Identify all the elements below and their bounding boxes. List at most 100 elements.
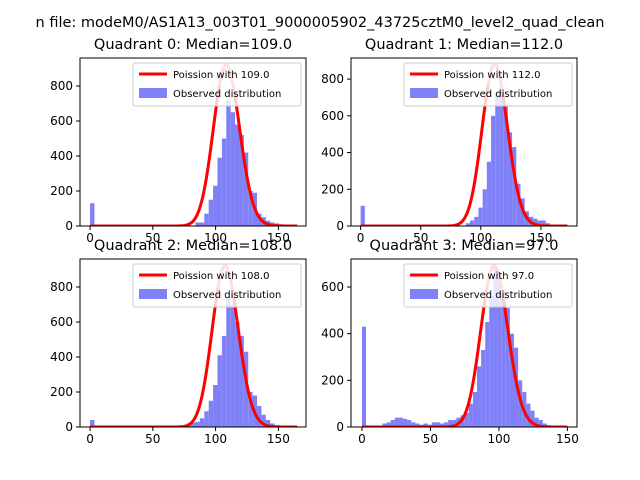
histogram-bar xyxy=(530,410,535,427)
y-tick-label: 400 xyxy=(321,146,344,160)
histogram-bar xyxy=(398,417,404,427)
histogram-bar xyxy=(248,392,253,427)
legend-label-poisson: Poission with 97.0 xyxy=(444,271,534,282)
histogram-bar xyxy=(213,385,218,427)
quadrant-title: Quadrant 1: Median=112.0 xyxy=(365,37,563,53)
histogram-bar xyxy=(516,183,521,226)
histogram-bar xyxy=(538,420,543,427)
legend-label-poisson: Poission with 108.0 xyxy=(173,271,269,282)
histogram-bar xyxy=(481,350,486,427)
legend-label-observed: Observed distribution xyxy=(444,89,552,100)
y-tick-label: 600 xyxy=(321,280,344,294)
legend-label-observed: Observed distribution xyxy=(173,290,281,301)
histogram-bar xyxy=(477,366,482,427)
histogram-bar xyxy=(261,414,266,427)
y-tick-label: 200 xyxy=(50,385,73,399)
legend-bar-swatch xyxy=(139,88,167,98)
y-tick-label: 600 xyxy=(50,315,73,329)
histogram-bar xyxy=(243,152,249,226)
legend-box xyxy=(132,263,302,308)
poisson-curve xyxy=(89,264,298,427)
x-tick-label: 150 xyxy=(556,432,579,446)
histogram-bar xyxy=(431,422,436,427)
histogram-bar xyxy=(235,322,240,427)
histogram-bar xyxy=(501,291,506,427)
poisson-curve xyxy=(89,63,298,226)
histogram-bar xyxy=(526,403,531,427)
y-tick-label: 600 xyxy=(321,109,344,123)
x-tick-label: 150 xyxy=(529,231,552,245)
y-tick-label: 400 xyxy=(321,327,344,341)
legend-bar-swatch xyxy=(410,88,438,98)
histogram-bar xyxy=(486,161,492,226)
quadrant-title: Quadrant 3: Median=97.0 xyxy=(370,238,559,254)
y-tick-label: 800 xyxy=(50,280,73,294)
plot-area xyxy=(360,62,568,226)
histogram-bar xyxy=(257,406,262,427)
histogram-bar xyxy=(491,115,496,226)
y-tick-label: 200 xyxy=(321,373,344,387)
legend-box xyxy=(403,62,573,107)
legend-label-observed: Observed distribution xyxy=(173,89,281,100)
histogram-bar xyxy=(199,418,205,427)
quadrant-2-panel: 0 50 100 150 0 200 400 600 800 Quadrant 2: Median… xyxy=(50,238,307,446)
x-tick-label: 100 xyxy=(204,231,227,245)
histogram-bar xyxy=(239,135,244,226)
histogram-bar xyxy=(390,420,395,427)
histogram-bar xyxy=(403,418,408,427)
histogram-bar xyxy=(435,422,441,427)
x-tick-label: 0 xyxy=(357,231,365,245)
axes-frame xyxy=(79,258,307,428)
histogram-bar xyxy=(509,333,514,427)
histogram-bar xyxy=(489,296,494,427)
histogram-bar xyxy=(464,413,469,427)
histogram-bar xyxy=(448,420,453,427)
histogram-bar xyxy=(493,266,498,427)
legend-label-observed: Observed distribution xyxy=(444,290,552,301)
legend-box xyxy=(403,263,573,308)
histogram-bar xyxy=(239,336,244,427)
histogram-bar xyxy=(226,100,231,226)
y-tick-label: 800 xyxy=(50,79,73,93)
histogram-bar xyxy=(499,86,504,226)
histogram-bar xyxy=(407,420,412,427)
x-tick-label: 150 xyxy=(267,231,290,245)
legend-box xyxy=(132,62,302,107)
histogram-bar xyxy=(217,355,222,427)
x-tick-label: 50 xyxy=(413,231,428,245)
histogram-bar xyxy=(221,336,227,427)
quadrant-title: Quadrant 2: Median=108.0 xyxy=(94,238,292,254)
histogram-bar xyxy=(534,417,539,427)
y-tick-label: 0 xyxy=(336,219,344,233)
panels: 0 50 100 150 0 200 400 600 800 Quadrant 0: Median… xyxy=(50,37,579,446)
histogram-bar xyxy=(415,423,420,427)
quadrant-3-panel: 0 50 100 150 0 200 400 600 Quadrant 3: Median=97… xyxy=(321,238,579,446)
histogram-bar xyxy=(465,223,471,226)
histogram-bar xyxy=(503,104,508,226)
x-tick-label: 150 xyxy=(267,432,290,446)
histogram-bar xyxy=(195,421,200,427)
y-tick-label: 400 xyxy=(50,350,73,364)
histogram-bar xyxy=(423,423,428,427)
y-tick-label: 600 xyxy=(50,114,73,128)
histogram-bar xyxy=(394,417,399,427)
histogram-bar xyxy=(361,326,367,427)
histogram-bar xyxy=(248,191,253,226)
histogram-bar xyxy=(90,203,95,226)
histogram-bar xyxy=(195,222,200,226)
axes-frame xyxy=(350,57,578,227)
histogram-bar xyxy=(204,411,209,427)
y-tick-label: 200 xyxy=(321,182,344,196)
histogram-bar xyxy=(478,207,483,226)
poisson-curve xyxy=(361,264,568,427)
legend-label-poisson: Poission with 109.0 xyxy=(173,70,269,81)
histogram-bar xyxy=(474,216,479,226)
quadrant-1-panel: 0 50 100 150 0 200 400 600 800 Quadrant 1: Median… xyxy=(321,37,578,245)
y-tick-label: 200 xyxy=(50,184,73,198)
quadrant-0-panel: 0 50 100 150 0 200 400 600 800 Quadrant 0: Median… xyxy=(50,37,307,245)
plot-area xyxy=(89,63,298,226)
histogram-bar xyxy=(386,422,391,427)
quadrant-title: Quadrant 0: Median=109.0 xyxy=(94,37,292,53)
histogram-bar xyxy=(470,220,475,226)
histogram-bar xyxy=(482,189,487,226)
